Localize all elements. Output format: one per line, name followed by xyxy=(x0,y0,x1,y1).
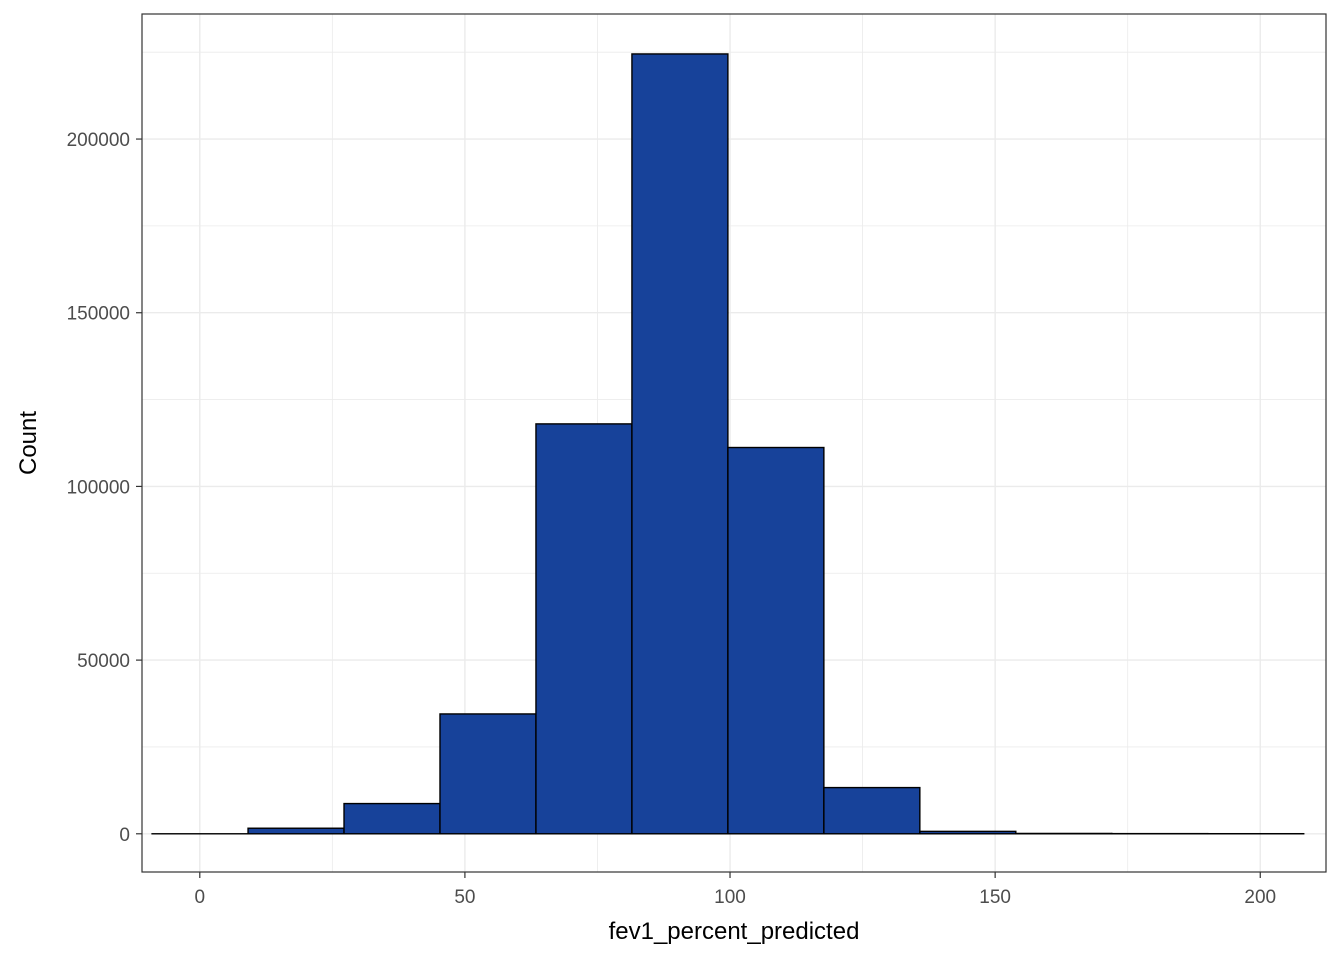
histogram-bar xyxy=(343,802,441,835)
histogram-bars xyxy=(151,53,1305,835)
x-axis: 0 50 100 150 200 xyxy=(195,872,1276,908)
y-tick-label: 0 xyxy=(119,825,130,846)
histogram-bar xyxy=(823,786,921,835)
histogram-bar xyxy=(247,827,345,835)
x-tick-label: 0 xyxy=(195,887,206,908)
histogram-bar xyxy=(535,423,633,835)
x-tick-label: 150 xyxy=(979,887,1011,908)
y-tick-label: 150000 xyxy=(67,304,130,325)
histogram-bar xyxy=(919,830,1017,835)
x-axis-title: fev1_percent_predicted xyxy=(609,918,860,945)
y-axis-title: Count xyxy=(15,411,42,475)
histogram-bar xyxy=(439,713,537,835)
histogram-bar xyxy=(727,446,825,835)
y-tick-label: 50000 xyxy=(77,651,130,672)
x-tick-label: 100 xyxy=(714,887,746,908)
y-axis: 0 50000 100000 150000 200000 xyxy=(67,130,142,846)
x-tick-label: 200 xyxy=(1244,887,1276,908)
histogram-bar xyxy=(631,53,729,835)
panel-border xyxy=(141,13,1327,873)
y-tick-label: 200000 xyxy=(67,130,130,151)
x-tick-label: 50 xyxy=(454,887,475,908)
y-tick-label: 100000 xyxy=(67,477,130,498)
